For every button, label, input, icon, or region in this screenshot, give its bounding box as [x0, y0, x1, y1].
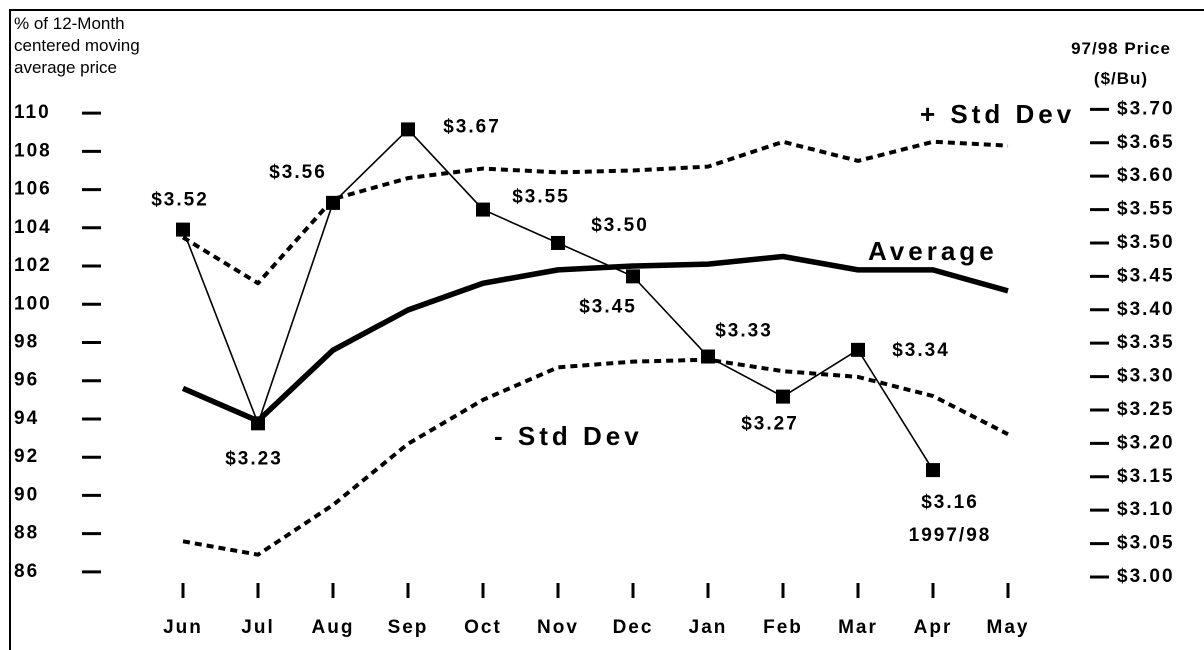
point-marker [326, 195, 340, 210]
x-tick-label: Jun [163, 617, 203, 638]
data-label: $3.50 [591, 215, 649, 236]
data-label: $3.34 [892, 340, 950, 361]
y-tick-label: 92 [14, 446, 39, 467]
y2-tick-label: $3.20 [1117, 432, 1175, 453]
y-tick-label: 106 [14, 179, 52, 200]
y-axis-title-line: % of 12-Month [14, 14, 125, 33]
y-axis-title: % of 12-Month centered moving average pr… [14, 13, 140, 79]
point-marker [251, 416, 265, 431]
point-marker [926, 463, 940, 478]
series-label: - Std Dev [494, 421, 643, 451]
point-marker [851, 342, 865, 357]
series-line [182, 357, 1009, 557]
point-marker [551, 235, 565, 250]
y2-tick-label: $3.35 [1117, 332, 1175, 353]
data-label: $3.55 [512, 187, 570, 208]
y-tick-label: 110 [14, 102, 51, 123]
y2-tick-label: $3.05 [1117, 533, 1175, 554]
series-line [181, 253, 1009, 424]
y2-tick-label: $3.70 [1117, 98, 1175, 119]
x-tick-label: Jul [241, 617, 274, 638]
y-tick-label: 98 [14, 332, 39, 353]
x-tick-label: Aug [312, 617, 355, 638]
data-label: $3.67 [443, 116, 501, 137]
y2-tick-label: $3.45 [1117, 265, 1175, 286]
series-label: Average [868, 236, 998, 266]
y2-axis-title-line: ($/Bu) [1093, 69, 1149, 88]
y-tick-label: 90 [14, 484, 39, 505]
data-label: $3.56 [269, 162, 327, 183]
y2-tick-label: $3.65 [1117, 132, 1175, 153]
x-tick-label: May [987, 617, 1030, 638]
x-tick-label: Feb [763, 617, 803, 638]
x-tick-label: Jan [689, 617, 728, 638]
x-tick-label: Oct [464, 617, 502, 638]
y2-tick-label: $3.25 [1117, 399, 1175, 420]
data-label: $3.45 [579, 296, 637, 317]
data-label: $3.27 [741, 414, 799, 435]
y2-tick-label: $3.30 [1117, 366, 1175, 387]
point-marker [476, 202, 490, 217]
data-label: $3.52 [151, 190, 209, 211]
y2-tick-label: $3.00 [1117, 566, 1175, 587]
y-tick-label: 86 [14, 561, 39, 582]
y-tick-label: 100 [14, 293, 52, 314]
x-tick-label: Apr [914, 617, 953, 638]
y2-tick-label: $3.10 [1117, 499, 1175, 520]
x-tick-label: Dec [613, 617, 654, 638]
series-label: + Std Dev [920, 99, 1075, 129]
y-tick-label: 94 [14, 408, 39, 429]
y-axis-title-line: centered moving [14, 36, 140, 55]
y2-tick-label: $3.15 [1117, 466, 1175, 487]
series-label: 1997/98 [909, 525, 992, 546]
y-tick-label: 96 [14, 370, 39, 391]
y2-tick-label: $3.50 [1117, 232, 1175, 253]
data-label: $3.33 [715, 321, 773, 342]
y-tick-label: 104 [14, 217, 52, 238]
y-axis-title-line: average price [14, 58, 118, 77]
point-marker [176, 222, 190, 237]
x-tick-label: Nov [537, 617, 579, 638]
y2-tick-label: $3.55 [1117, 199, 1175, 220]
point-marker [626, 269, 640, 284]
y-tick-label: 108 [14, 140, 52, 161]
frame [9, 9, 1204, 650]
data-label: $3.23 [225, 448, 283, 469]
x-tick-label: Sep [388, 617, 429, 638]
y2-axis-title: 97/98 Price ($/Bu) [1046, 34, 1196, 94]
point-marker [776, 389, 790, 404]
y-tick-label: 88 [14, 523, 39, 544]
data-label: $3.16 [921, 492, 979, 513]
x-tick-label: Mar [838, 617, 878, 638]
y2-axis-title-line: 97/98 Price [1071, 39, 1171, 58]
point-marker [701, 349, 715, 364]
point-marker [401, 122, 415, 137]
y2-tick-label: $3.60 [1117, 165, 1175, 186]
y-tick-label: 102 [14, 255, 52, 276]
series-line [181, 139, 1009, 286]
y2-tick-label: $3.40 [1117, 299, 1175, 320]
